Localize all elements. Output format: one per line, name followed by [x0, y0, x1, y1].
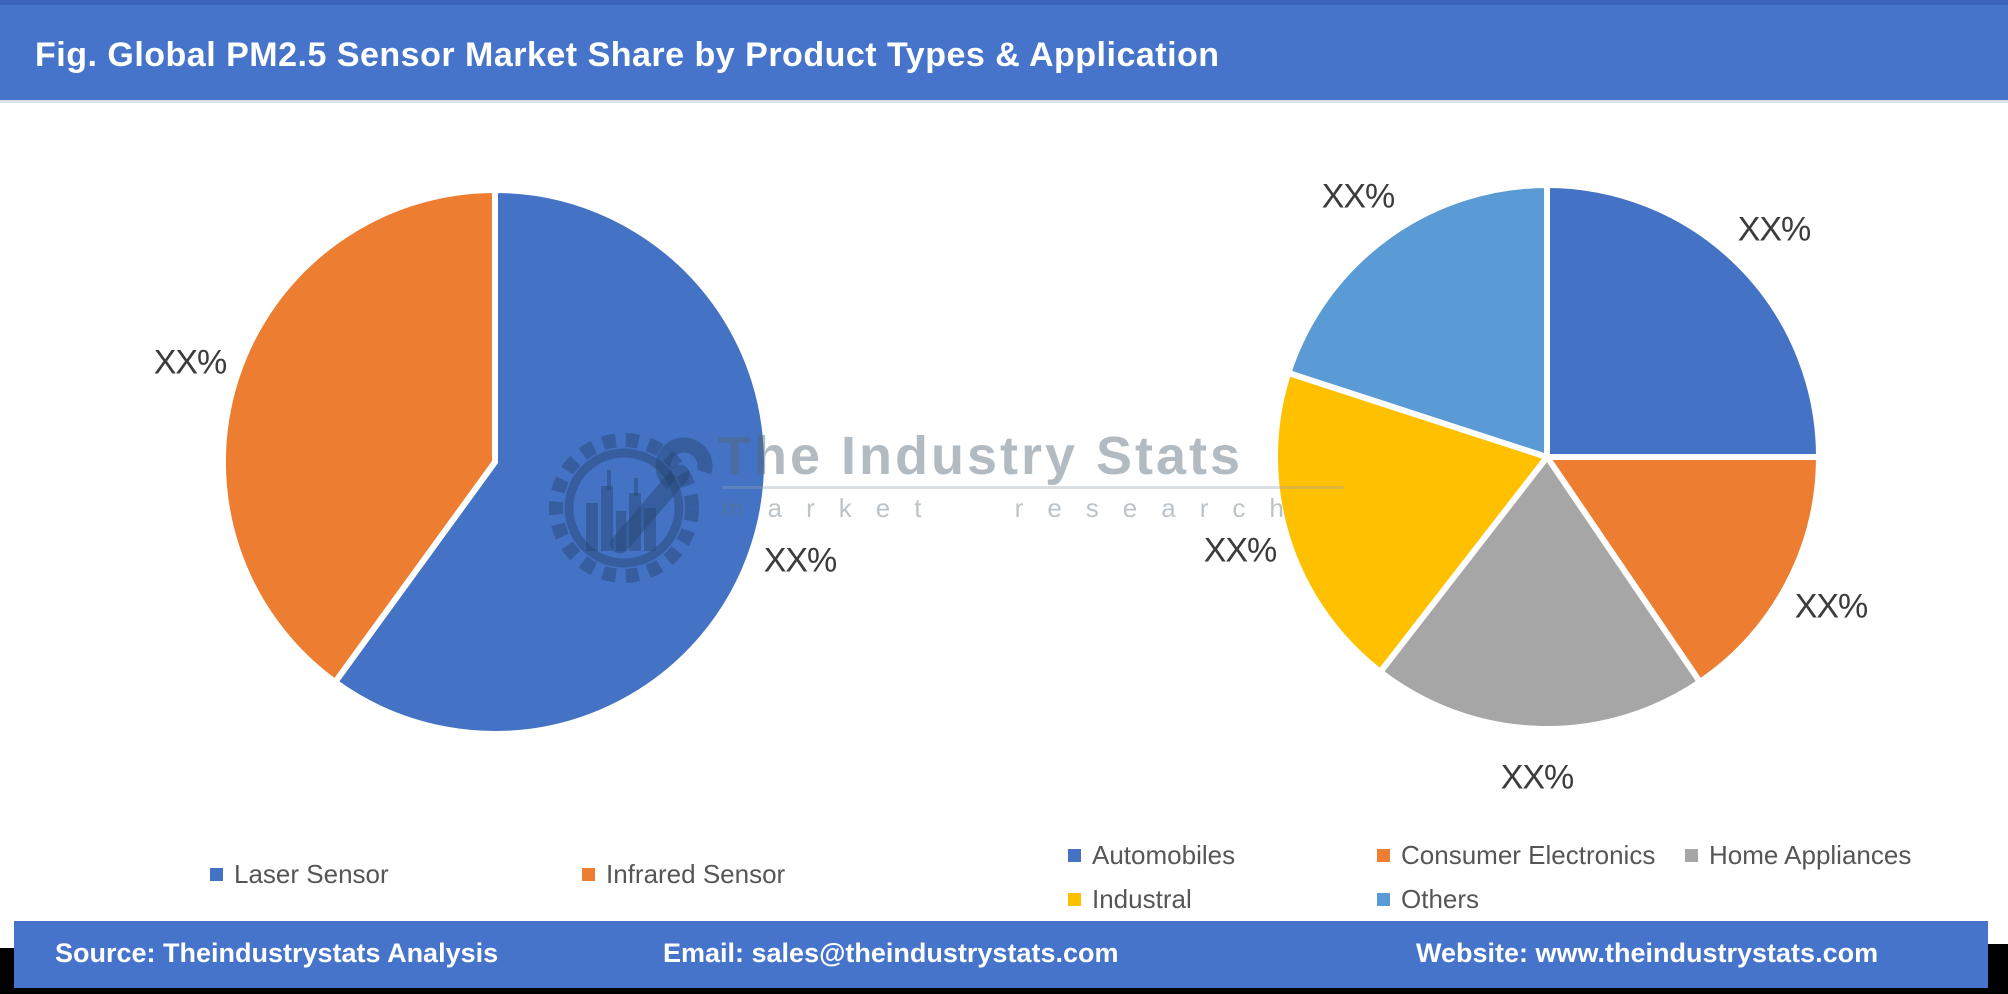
legend-item-others: Others — [1377, 884, 1479, 914]
legend-swatch — [582, 867, 595, 881]
footer-source: Source: Theindustrystats Analysis — [55, 938, 499, 968]
pie-data-label: XX% — [1500, 758, 1575, 797]
watermark-brand-text: The Industry Stats — [718, 426, 1244, 486]
footer-email: Email: sales@theindustrystats.com — [663, 938, 1119, 968]
pie-slice-industral — [1272, 369, 1550, 675]
legend-swatch — [210, 867, 223, 881]
watermark-divider — [722, 486, 1344, 489]
legend-swatch — [1377, 848, 1390, 862]
legend-swatch — [1685, 848, 1698, 862]
legend-item-industral: Industral — [1068, 884, 1192, 914]
gear-wrench-industry-logo-icon — [549, 433, 713, 583]
legend-item-consumer-electronics: Consumer Electronics — [1377, 840, 1655, 870]
legend-label: Industral — [1092, 884, 1192, 914]
pie-data-label: XX% — [1737, 210, 1812, 249]
pie-data-label: XX% — [1321, 177, 1396, 216]
pie-slice-laser-sensor — [332, 187, 770, 737]
footer-bar: Source: Theindustrystats Analysis Email:… — [14, 921, 1988, 988]
watermark-tagline-text: market research — [722, 493, 1308, 523]
legend-label: Laser Sensor — [234, 859, 389, 889]
pie-slice-consumer-electronics — [1544, 454, 1822, 685]
legend-swatch — [1068, 892, 1081, 906]
legend-label: Home Appliances — [1709, 840, 1912, 870]
legend-swatch — [1068, 848, 1081, 862]
page-edge-right — [1988, 944, 2008, 994]
pie-data-label: XX% — [763, 541, 838, 580]
pie-data-label: XX% — [153, 343, 228, 382]
pie-slice-home-appliances — [1377, 454, 1703, 733]
legend-item-laser-sensor: Laser Sensor — [210, 859, 389, 889]
legend-label: Automobiles — [1092, 840, 1236, 870]
page-edge-bottom — [0, 988, 2008, 994]
legend-swatch — [1377, 892, 1390, 906]
pie-slice-others — [1285, 182, 1550, 460]
header-bar: Fig. Global PM2.5 Sensor Market Share by… — [0, 0, 2008, 103]
page-edge-left — [0, 948, 17, 994]
legend-label: Infrared Sensor — [606, 859, 786, 889]
pie-data-label: XX% — [1203, 531, 1278, 570]
figure-title: Fig. Global PM2.5 Sensor Market Share by… — [35, 35, 1220, 74]
footer-website: Website: www.theindustrystats.com — [1416, 938, 1879, 968]
legend-label: Consumer Electronics — [1401, 840, 1656, 870]
legend-item-infrared-sensor: Infrared Sensor — [582, 859, 785, 889]
legend-item-home-appliances: Home Appliances — [1685, 840, 1911, 870]
pie-slice-automobiles — [1544, 182, 1822, 460]
legend-label: Others — [1401, 884, 1480, 914]
legend-item-automobiles: Automobiles — [1068, 840, 1235, 870]
pie-slice-infrared-sensor — [219, 187, 498, 686]
pie-data-label: XX% — [1794, 587, 1869, 626]
